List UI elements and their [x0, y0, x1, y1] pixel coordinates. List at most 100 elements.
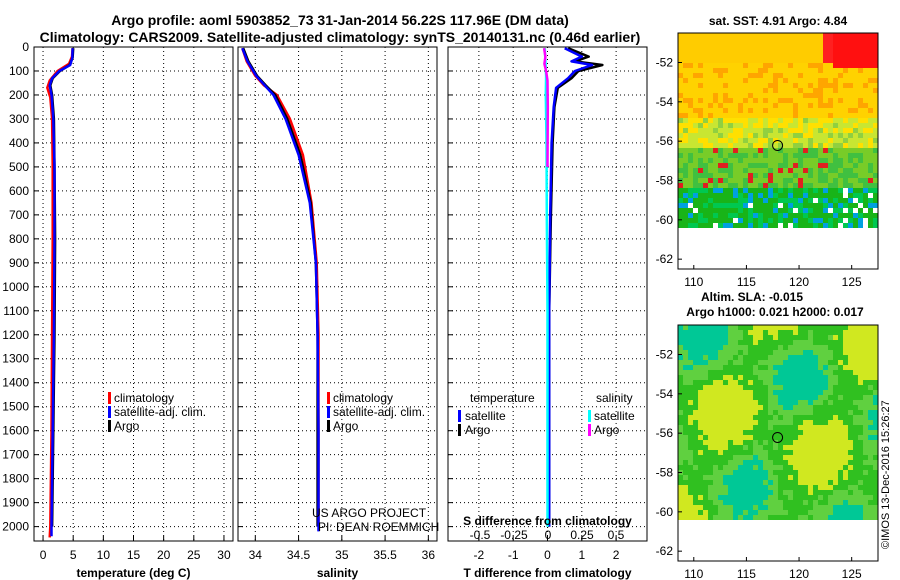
sla-map-cell	[853, 395, 858, 400]
sla-map-cell	[778, 455, 783, 460]
sla-map-cell	[698, 375, 703, 380]
sst-map-cell	[793, 173, 798, 178]
sst-map-cell	[788, 223, 793, 228]
sla-map-cell	[698, 430, 703, 435]
sst-map-cell	[778, 123, 783, 128]
sst-map-cell	[788, 138, 793, 143]
sla-map-cell	[818, 430, 823, 435]
sst-map-cell	[848, 223, 853, 228]
sst-map-cell	[733, 48, 738, 53]
sla-map-cell	[858, 385, 863, 390]
sst-map-cell	[703, 143, 708, 148]
sla-map-cell	[838, 475, 843, 480]
sla-map-cell	[683, 465, 688, 470]
sst-map-cell	[848, 178, 853, 183]
sst-map-cell	[743, 58, 748, 63]
sst-map-cell	[803, 78, 808, 83]
sst-map-cell	[708, 38, 713, 43]
sst-map-cell	[838, 98, 843, 103]
sla-map-cell	[828, 455, 833, 460]
sla-map-cell	[688, 365, 693, 370]
sst-map-cell	[768, 213, 773, 218]
sla-map-cell	[703, 405, 708, 410]
sla-map-cell	[838, 330, 843, 335]
sst-map-cell	[793, 43, 798, 48]
sla-map-cell	[833, 345, 838, 350]
sla-map-cell	[693, 360, 698, 365]
sst-map-cell	[873, 203, 878, 208]
sst-map-cell	[748, 103, 753, 108]
sst-map-cell	[733, 143, 738, 148]
sla-map-cell	[803, 430, 808, 435]
sst-map-cell	[843, 58, 848, 63]
sla-map-cell	[758, 335, 763, 340]
sla-map-cell	[863, 450, 868, 455]
sst-map-cell	[843, 38, 848, 43]
sst-map-cell	[778, 33, 783, 38]
sla-map-cell	[783, 325, 788, 330]
sla-map-cell	[748, 330, 753, 335]
sla-map-cell	[713, 370, 718, 375]
sla-map-cell	[698, 385, 703, 390]
sst-map-cell	[698, 208, 703, 213]
sla-map-cell	[683, 505, 688, 510]
sst-map-cell	[688, 73, 693, 78]
sst-map-cell	[843, 118, 848, 123]
sla-map-cell	[853, 385, 858, 390]
sla-map-cell	[748, 370, 753, 375]
sst-map-cell	[853, 163, 858, 168]
sst-map-cell	[868, 103, 873, 108]
sla-map-cell	[848, 350, 853, 355]
sla-map-cell	[828, 410, 833, 415]
sst-map-cell	[683, 173, 688, 178]
sst-map-cell	[698, 218, 703, 223]
sla-map-cell	[853, 355, 858, 360]
sla-map-cell	[838, 500, 843, 505]
sst-map-cell	[763, 78, 768, 83]
sst-map-cell	[703, 208, 708, 213]
sla-map-cell	[793, 515, 798, 520]
sst-map-cell	[863, 148, 868, 153]
sst-map-cell	[678, 88, 683, 93]
sla-map-cell	[728, 475, 733, 480]
sla-map-cell	[693, 335, 698, 340]
sla-map-cell	[728, 390, 733, 395]
sst-map-cell	[873, 198, 878, 203]
sst-map-cell	[703, 93, 708, 98]
sst-map-cell	[738, 113, 743, 118]
sla-map-cell	[858, 510, 863, 515]
sst-map-cell	[723, 213, 728, 218]
sst-map-cell	[853, 123, 858, 128]
sst-map-cell	[683, 158, 688, 163]
sst-map-cell	[678, 73, 683, 78]
sst-map-cell	[848, 38, 853, 43]
sst-map-cell	[678, 63, 683, 68]
sla-map-cell	[723, 500, 728, 505]
sla-map-cell	[753, 440, 758, 445]
sst-map-cell	[828, 188, 833, 193]
sst-map-cell	[788, 58, 793, 63]
sst-map-cell	[678, 178, 683, 183]
sst-map-cell	[748, 108, 753, 113]
sst-map-cell	[703, 203, 708, 208]
sla-map-cell	[743, 340, 748, 345]
sla-map-cell	[873, 360, 878, 365]
sla-map-cell	[733, 400, 738, 405]
sst-map-cell	[768, 193, 773, 198]
sst-map-cell	[733, 118, 738, 123]
sla-map-cell	[718, 400, 723, 405]
sla-map-cell	[783, 360, 788, 365]
sst-map-cell	[863, 98, 868, 103]
sst-map-cell	[843, 73, 848, 78]
sla-map-cell	[773, 390, 778, 395]
sla-map-cell	[743, 495, 748, 500]
sst-map-cell	[868, 223, 873, 228]
sst-map-cell	[688, 108, 693, 113]
sst-map-cell	[808, 123, 813, 128]
sst-map-cell	[708, 198, 713, 203]
sst-map-cell	[863, 173, 868, 178]
sla-map-cell	[738, 505, 743, 510]
sla-map-cell	[823, 345, 828, 350]
sst-map-cell	[833, 48, 838, 53]
sst-map-cell	[848, 138, 853, 143]
